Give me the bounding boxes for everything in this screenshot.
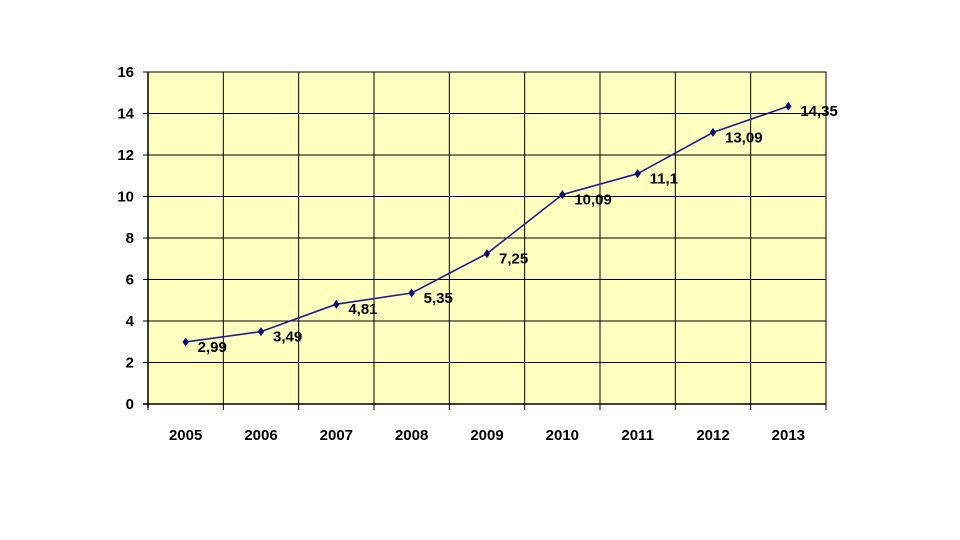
data-label: 3,49 [273,329,302,346]
x-axis-tick-labels: 2005 2006 2007 2008 2009 2010 2011 2012 2013 [169,427,805,444]
data-point-marker [634,169,641,179]
data-point-marker [257,327,265,337]
y-tick-label: 16 [117,64,134,81]
y-tick-label: 6 [126,272,134,289]
x-tick-label: 2006 [244,427,277,444]
x-tick-label: 2008 [395,427,428,444]
y-tick-label: 14 [117,106,134,123]
x-tick-label: 2012 [696,427,729,444]
y-tick-label: 4 [126,313,135,330]
y-tick-label: 10 [117,189,134,206]
data-label: 5,35 [424,290,453,307]
data-point-marker [408,288,415,298]
x-tick-label: 2011 [621,427,654,444]
data-label: 10,09 [574,192,612,209]
x-tick-label: 2009 [470,427,503,444]
data-label: 13,09 [725,129,763,146]
x-tick-label: 2007 [320,427,353,444]
x-tick-label: 2013 [772,427,805,444]
data-point-marker [333,299,340,309]
data-label: 14,35 [800,103,838,120]
data-point-marker [182,337,189,347]
data-point-marker [785,101,792,111]
y-tick-label: 0 [126,396,134,413]
data-label: 7,25 [499,251,528,268]
x-tick-label: 2010 [546,427,579,444]
gridlines [148,72,826,404]
y-tick-label: 12 [117,147,134,164]
y-axis-tick-labels: 0 2 4 6 8 10 12 14 16 [117,64,134,413]
data-labels: 2,99 3,49 4,81 5,35 7,25 10,09 11,1 13,09 14,35 [198,103,838,356]
y-tick-label: 8 [126,230,134,247]
data-point-marker [559,190,566,200]
data-label: 2,99 [198,339,227,356]
data-point-marker [709,127,717,137]
y-tick-label: 2 [126,355,134,372]
axes [143,71,827,410]
series-layer [182,101,792,347]
data-label: 11,1 [650,171,678,188]
data-label: 4,81 [348,301,377,318]
data-point-marker [483,249,491,259]
x-tick-label: 2005 [169,427,202,444]
